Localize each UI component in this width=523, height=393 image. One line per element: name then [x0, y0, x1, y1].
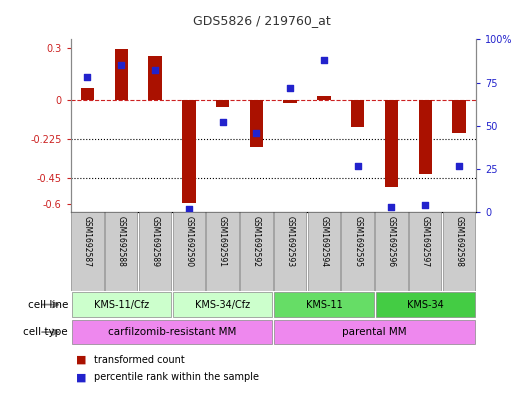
Bar [283, 100, 297, 103]
Bar [149, 56, 162, 100]
Bar [72, 292, 171, 317]
Point [219, 119, 227, 125]
Point [151, 67, 159, 73]
Bar [173, 212, 205, 291]
Point [117, 62, 126, 68]
Bar [351, 100, 365, 127]
Bar [317, 96, 331, 100]
Text: GSM1692595: GSM1692595 [353, 216, 362, 267]
Text: GSM1692597: GSM1692597 [421, 216, 430, 267]
Point [388, 204, 396, 210]
Bar [376, 292, 475, 317]
Text: ■: ■ [76, 372, 86, 382]
Bar [342, 212, 374, 291]
Bar [409, 212, 441, 291]
Text: ■: ■ [76, 354, 86, 365]
Text: GSM1692588: GSM1692588 [117, 216, 126, 267]
Text: cell type: cell type [24, 327, 68, 337]
Point [185, 206, 193, 212]
Bar [216, 100, 230, 107]
Text: KMS-34: KMS-34 [407, 299, 444, 310]
Point [252, 130, 260, 136]
Bar [139, 212, 171, 291]
Text: GSM1692592: GSM1692592 [252, 216, 261, 267]
Bar [240, 212, 272, 291]
Point [421, 202, 429, 208]
Text: GSM1692596: GSM1692596 [387, 216, 396, 267]
Text: KMS-11/Cfz: KMS-11/Cfz [94, 299, 149, 310]
Text: GSM1692587: GSM1692587 [83, 216, 92, 267]
Point [83, 74, 92, 81]
Bar [376, 212, 408, 291]
Text: carfilzomib-resistant MM: carfilzomib-resistant MM [108, 327, 236, 337]
Bar [71, 212, 104, 291]
Bar [173, 292, 272, 317]
Bar [443, 212, 475, 291]
Bar [274, 212, 306, 291]
Bar [418, 100, 432, 174]
Bar [274, 292, 373, 317]
Point [286, 84, 294, 91]
Point [320, 57, 328, 63]
Text: cell line: cell line [28, 299, 68, 310]
Bar [274, 320, 475, 344]
Bar [452, 100, 466, 133]
Point [354, 162, 362, 169]
Text: KMS-34/Cfz: KMS-34/Cfz [195, 299, 250, 310]
Text: KMS-11: KMS-11 [305, 299, 343, 310]
Bar [207, 212, 239, 291]
Text: percentile rank within the sample: percentile rank within the sample [94, 372, 259, 382]
Bar [115, 49, 128, 100]
Bar [81, 88, 94, 100]
Text: GSM1692598: GSM1692598 [454, 216, 463, 267]
Bar [105, 212, 138, 291]
Text: transformed count: transformed count [94, 354, 185, 365]
Bar [182, 100, 196, 203]
Text: GSM1692590: GSM1692590 [184, 216, 194, 267]
Text: GSM1692593: GSM1692593 [286, 216, 294, 267]
Bar [72, 320, 272, 344]
Text: GDS5826 / 219760_at: GDS5826 / 219760_at [192, 15, 331, 28]
Text: GSM1692591: GSM1692591 [218, 216, 227, 267]
Point [455, 162, 463, 169]
Text: GSM1692589: GSM1692589 [151, 216, 160, 267]
Bar [308, 212, 340, 291]
Bar [249, 100, 263, 147]
Bar [385, 100, 398, 187]
Text: GSM1692594: GSM1692594 [320, 216, 328, 267]
Text: parental MM: parental MM [342, 327, 407, 337]
